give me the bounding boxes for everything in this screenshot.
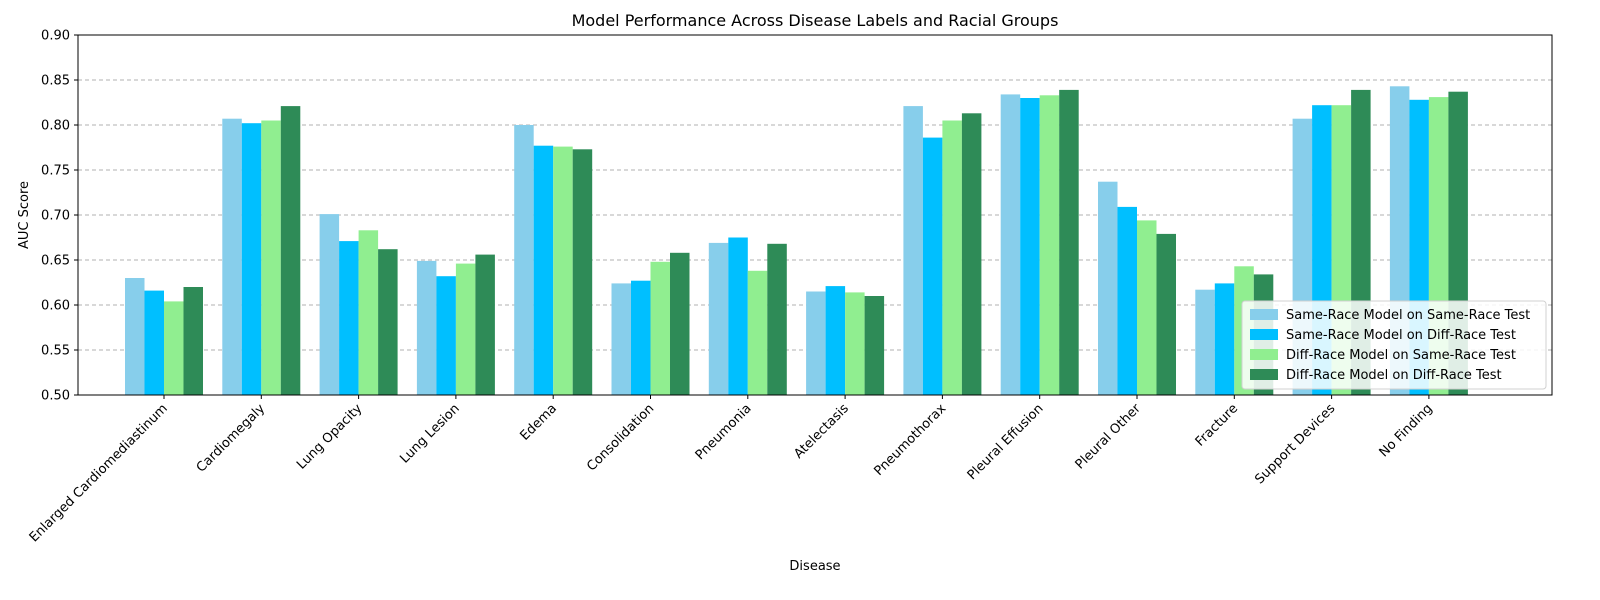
chart-title: Model Performance Across Disease Labels … [572,11,1059,30]
y-tick-label: 0.70 [41,209,70,224]
bar [1195,289,1215,395]
y-tick-label: 0.65 [41,254,70,269]
bar [942,120,962,395]
legend-label: Diff-Race Model on Diff-Race Test [1286,368,1502,383]
bar [553,146,573,395]
bar [455,263,476,395]
bar [125,278,145,395]
bar [825,286,846,395]
y-tick-label: 0.60 [41,299,70,314]
x-tick-label: Pneumothorax [871,401,949,479]
bar [747,270,768,395]
x-tick-label: Cardiomegaly [194,401,269,476]
bar [222,118,242,395]
bar [475,254,495,395]
bar [961,113,982,396]
bar [631,280,651,395]
bar [183,287,203,395]
x-tick-label: Pneumonia [693,401,755,463]
legend-swatch [1250,369,1278,380]
bar [533,145,554,395]
bar [728,237,748,395]
legend-label: Same-Race Model on Diff-Race Test [1286,328,1516,343]
y-tick-label: 0.55 [41,344,70,359]
legend-swatch [1250,349,1278,360]
bar [903,106,923,395]
x-tick-label: Lung Opacity [294,401,366,473]
bar [1214,283,1235,395]
bar [280,106,301,395]
bar [806,291,826,395]
bar [514,125,534,395]
y-tick-label: 0.75 [41,164,70,179]
x-tick-label: Consolidation [584,401,657,474]
bar [378,249,398,395]
y-axis-title: AUC Score [17,181,32,249]
bar [1039,95,1060,396]
legend-box [1241,300,1547,390]
bar [611,283,631,395]
x-tick-label: Enlarged Cardiomediastinum [27,401,171,545]
bar [767,243,787,395]
x-tick-label: Atelectasis [791,401,852,462]
bar [1098,181,1118,395]
bar [144,290,164,395]
bar [436,276,456,395]
bar [241,123,262,395]
bar [1020,98,1040,395]
y-tick-label: 0.85 [41,74,70,89]
legend-label: Same-Race Model on Same-Race Test [1286,308,1530,323]
y-tick-label: 0.50 [41,389,70,404]
bar [864,296,885,395]
x-tick-label: Pleural Other [1073,401,1145,473]
legend-swatch [1250,329,1278,340]
legend-swatch [1250,309,1278,320]
bar [339,241,359,395]
bar [650,261,670,395]
bar [1059,89,1079,396]
y-tick-label: 0.90 [41,29,70,44]
x-tick-label: Pleural Effusion [965,401,1047,483]
bar [1137,220,1157,395]
bar [358,230,379,395]
bar [922,137,943,395]
x-tick-label: No Finding [1377,401,1436,460]
bar [1000,94,1021,396]
x-tick-label: Edema [518,401,560,443]
bar [708,242,729,395]
bar [670,252,690,395]
x-tick-label: Lung Lesion [397,401,462,466]
bar [319,214,340,395]
bar [1117,206,1137,395]
bar [416,260,437,395]
bar [164,301,184,395]
legend: Same-Race Model on Same-Race Test Same-Ra… [1241,300,1547,390]
x-axis-title: Disease [789,559,840,574]
bar [1156,233,1176,395]
y-tick-label: 0.80 [41,119,70,134]
bar [261,120,281,395]
x-tick-label: Fracture [1193,401,1241,449]
legend-label: Diff-Race Model on Same-Race Test [1286,348,1516,363]
bar [845,292,865,395]
x-tick-label: Support Devices [1252,401,1338,487]
bar [572,149,593,395]
